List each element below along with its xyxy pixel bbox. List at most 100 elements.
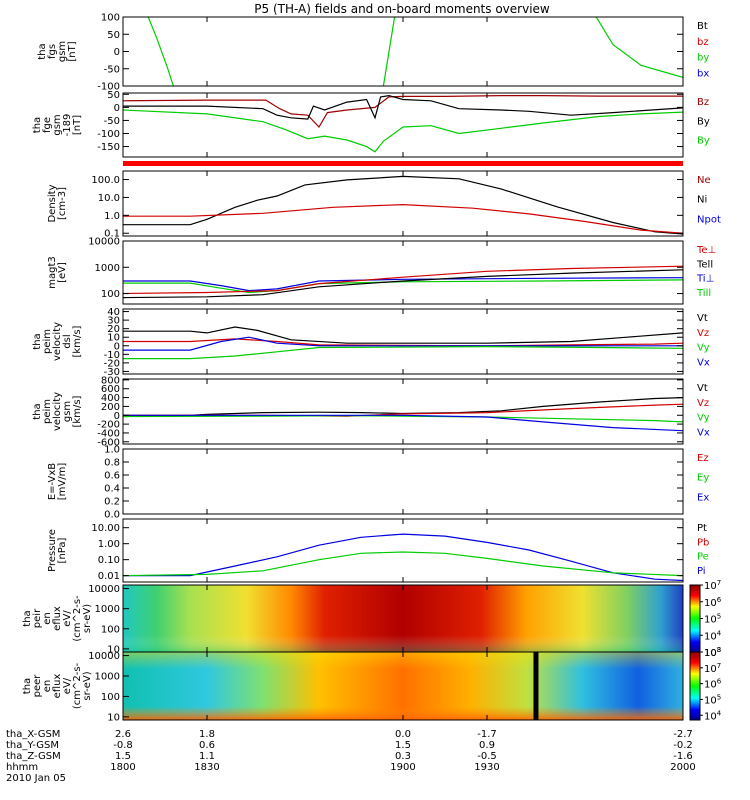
y-tick-label: 0.2	[104, 497, 120, 508]
y-axis-label: peim	[42, 329, 53, 354]
y-tick-label: 400	[101, 393, 120, 404]
y-axis-label: fge	[42, 117, 53, 133]
series-line-By	[123, 94, 683, 120]
y-tick-label: 30	[107, 316, 120, 327]
legend-entry: Bz	[697, 97, 709, 108]
y-tick-label: 10	[107, 712, 120, 723]
colorbar-tick-label: 108	[704, 646, 721, 659]
legend-entry: Vx	[697, 357, 710, 368]
x-axis-row-label: hhmm	[6, 762, 38, 773]
legend-entry: Ez	[697, 453, 709, 464]
y-axis-label: tha	[22, 610, 33, 626]
y-axis-label: [mV/m]	[57, 463, 68, 501]
plot-title: P5 (TH-A) fields and on-board moments ov…	[254, 2, 550, 16]
series-line-Tell	[123, 269, 683, 299]
date-label: 2010 Jan 05	[6, 773, 66, 784]
y-axis-label: en	[42, 612, 53, 625]
y-axis-label: Density	[47, 184, 58, 222]
x-axis-value: 1900	[390, 762, 415, 773]
legend-entry: Vt	[697, 313, 708, 324]
x-axis-value: -0.8	[113, 740, 133, 751]
y-tick-label: 100.0	[91, 175, 120, 186]
y-tick-label: -50	[104, 116, 120, 127]
panel-2: 50 0 -50 -100 -150 tha fge gsm -189 [nT] Bz By By	[32, 90, 710, 158]
y-tick-label: 0	[114, 341, 120, 352]
x-axis-value: 1800	[110, 762, 135, 773]
y-tick-label: -50	[104, 64, 120, 75]
series-group	[147, 17, 683, 86]
y-axis-label: [km/s]	[72, 395, 83, 427]
y-axis-label: [nT]	[67, 41, 78, 61]
y-tick-label: 10000	[88, 237, 120, 248]
data-gap-bar	[533, 652, 539, 720]
colorbar-tick-label: 107	[704, 579, 721, 592]
y-tick-label: 20	[107, 324, 120, 335]
y-tick-label: -200	[97, 420, 120, 431]
y-axis-label: Pressure	[47, 529, 58, 572]
legend-entry: Npot	[697, 214, 721, 225]
x-axis-value: 1.5	[115, 751, 131, 762]
y-tick-label: 800	[101, 375, 120, 386]
y-axis-label: tha	[22, 678, 33, 694]
separator-bar	[123, 161, 683, 166]
x-axis-value: 0.3	[395, 751, 411, 762]
legend-entry: Te⊥	[696, 245, 716, 256]
series-line-Ti⊥	[123, 277, 683, 292]
x-axis-row-label: tha_Z-GSM	[6, 751, 61, 762]
legend-entry: Vt	[697, 383, 708, 394]
x-axis-value: -1.7	[477, 729, 497, 740]
series-line-Vz	[123, 338, 683, 347]
y-tick-label: 1000	[95, 604, 120, 615]
y-axis-label: gsm	[52, 114, 63, 135]
x-axis-value: 1930	[474, 762, 499, 773]
y-axis-label: eV/	[62, 677, 73, 694]
series-line-Te⊥	[123, 265, 683, 295]
series-line-Vy	[123, 415, 683, 423]
y-tick-label: -100	[97, 129, 120, 140]
y-axis-label: [nT]	[72, 115, 83, 135]
y-axis-label: eV/	[62, 610, 73, 627]
y-axis-label: E=-VxB	[47, 463, 58, 500]
y-tick-label: 10000	[88, 651, 120, 662]
y-tick-label: 0.10	[98, 555, 120, 566]
y-axis-label: [nPa]	[57, 537, 68, 563]
y-tick-label: 100	[101, 289, 120, 300]
colorbar-tick-label: 107	[704, 662, 721, 675]
panel-frame	[122, 240, 684, 305]
x-axis-value: -0.5	[477, 751, 497, 762]
y-axis-label: velocity	[52, 322, 63, 361]
series-line-Pe	[123, 551, 683, 577]
panel-frame	[122, 378, 684, 445]
y-axis-label: dsl	[62, 334, 73, 348]
colorbar	[689, 651, 701, 721]
y-tick-label: 100	[101, 13, 120, 24]
x-axis-row-label: tha_X-GSM	[6, 729, 60, 740]
panel-frame	[122, 518, 684, 583]
y-tick-label: 10	[107, 644, 120, 655]
y-axis-label: peim	[42, 399, 53, 424]
x-axis-value: 1.8	[199, 729, 215, 740]
y-tick-label: 0	[114, 411, 120, 422]
y-axis-label: -189	[62, 114, 73, 137]
y-tick-label: 0.6	[104, 471, 120, 482]
series-line-By	[123, 109, 683, 153]
x-axis-value: 1830	[194, 762, 219, 773]
y-tick-label: -150	[97, 142, 120, 153]
x-axis-value: -0.2	[673, 740, 693, 751]
legend-entry: Pt	[697, 523, 707, 534]
y-tick-label: 10.00	[91, 523, 120, 534]
y-tick-label: -10	[104, 350, 120, 361]
y-axis-label: (cm^2-s-	[72, 662, 83, 709]
x-axis-value: 0.0	[395, 729, 411, 740]
legend-entry: Ne	[697, 175, 711, 186]
panel-frame	[122, 651, 684, 721]
y-axis-label: magt3	[47, 256, 58, 289]
y-axis-label: sr-eV)	[82, 604, 93, 633]
legend-entry: By	[697, 136, 710, 147]
y-tick-label: 0.0	[104, 510, 120, 521]
legend-entry: Ni	[697, 195, 707, 206]
y-axis-label: peir	[32, 608, 43, 628]
panel-frame	[122, 448, 684, 515]
series-group	[123, 94, 683, 153]
y-tick-label: 0.4	[104, 484, 120, 495]
